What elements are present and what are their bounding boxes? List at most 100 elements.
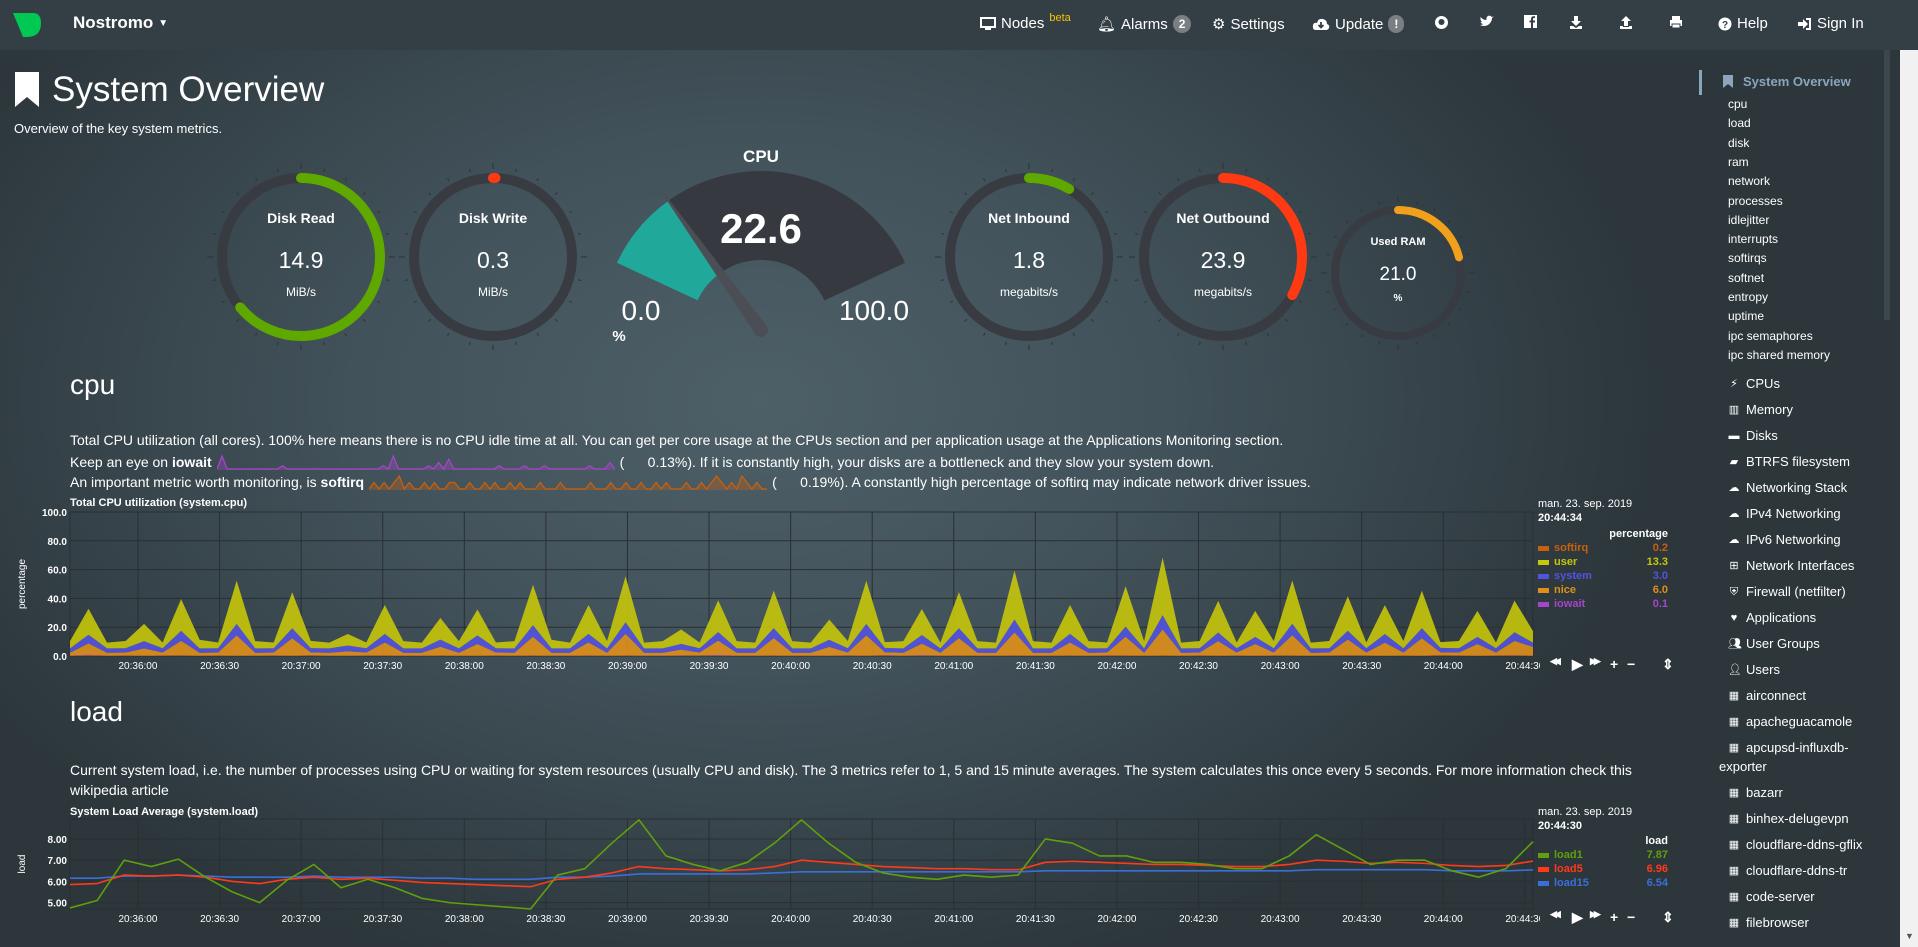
upload-button[interactable] xyxy=(1619,15,1633,29)
sidebar-item-cpus[interactable]: ⚡︎ CPUs xyxy=(1728,376,1780,391)
rewind-icon[interactable]: ◀◀ xyxy=(1550,656,1561,666)
sidebar-item-code-server[interactable]: ▦ code-server xyxy=(1728,889,1815,904)
download-button[interactable] xyxy=(1569,15,1583,29)
sidebar-subitem-load[interactable]: load xyxy=(1728,116,1751,131)
sidebar-item-disks[interactable]: ▬ Disks xyxy=(1728,428,1778,443)
gauge-tick xyxy=(221,300,226,303)
netdata-logo-icon[interactable] xyxy=(11,11,43,39)
gauge-tick xyxy=(1298,211,1303,214)
x-tick-label: 20:36:00 xyxy=(119,914,158,925)
sidebar-item-label: apacheguacamole xyxy=(1746,714,1853,729)
x-tick-label: 20:40:00 xyxy=(771,661,810,672)
sidebar-item-cloudflare-ddns-tr[interactable]: ▦ cloudflare-ddns-tr xyxy=(1728,863,1847,878)
print-button[interactable] xyxy=(1669,15,1683,29)
facebook-button[interactable] xyxy=(1524,15,1537,28)
legend-item-system[interactable]: system 3.0 xyxy=(1538,570,1668,583)
sidebar-subitem-disk[interactable]: disk xyxy=(1728,135,1750,150)
gauge-tick xyxy=(447,332,450,337)
legend-name: system xyxy=(1554,570,1592,582)
resize-icon[interactable]: ⇕ xyxy=(1662,909,1674,925)
legend-item-load15[interactable]: load15 6.54 xyxy=(1538,877,1668,890)
sidebar-item-applications[interactable]: ♥ Applications xyxy=(1728,610,1816,625)
legend-item-softirq[interactable]: softirq 0.2 xyxy=(1538,542,1668,555)
sidebar-item-btrfs-filesystem[interactable]: ▰ BTRFS filesystem xyxy=(1728,454,1850,469)
sidebar-item-users[interactable]: 👤︎ Users xyxy=(1728,662,1780,677)
legend-item-nice[interactable]: nice 6.0 xyxy=(1538,584,1668,597)
alarms-button[interactable]: 🔔︎ Alarms 2 xyxy=(1097,15,1192,33)
scroll-down-icon[interactable]: ▼ xyxy=(1905,931,1914,941)
sidebar-subitem-cpu[interactable]: cpu xyxy=(1728,97,1748,111)
hdd-icon: ▬ xyxy=(1728,429,1740,442)
sidebar-item-ipv6-networking[interactable]: ☁ IPv6 Networking xyxy=(1728,532,1841,547)
host-menu[interactable]: Nostromo ▼ xyxy=(73,13,168,33)
sidebar-item-apacheguacamole[interactable]: ▦ apacheguacamole xyxy=(1728,714,1852,729)
page-scrollbar[interactable]: ▼ xyxy=(1900,50,1918,947)
play-icon[interactable]: ▶ xyxy=(1572,656,1583,672)
help-button[interactable]: ? Help xyxy=(1718,15,1768,32)
zoom-in-icon[interactable]: + xyxy=(1610,909,1618,925)
gauge-tick xyxy=(1447,322,1451,326)
load-chart[interactable]: 20:36:00 20:36:30 20:37:00 20:37:30 20:38:00… xyxy=(0,810,1540,947)
sidebar-item-user-groups[interactable]: 👥︎ User Groups xyxy=(1728,636,1820,651)
sidebar-subitem-ram[interactable]: ram xyxy=(1728,154,1749,169)
sidebar-subitem-softnet[interactable]: softnet xyxy=(1728,270,1765,285)
play-icon[interactable]: ▶ xyxy=(1572,909,1583,925)
legend-value: 6.54 xyxy=(1646,877,1668,889)
gauge-tick xyxy=(413,300,418,303)
sidebar-subitem-processes[interactable]: processes xyxy=(1728,193,1783,208)
resize-icon[interactable]: ⇕ xyxy=(1662,656,1674,672)
th-icon: ▦ xyxy=(1728,916,1740,929)
wikipedia-link[interactable]: wikipedia article xyxy=(70,782,169,798)
sidebar-subitem-uptime[interactable]: uptime xyxy=(1728,309,1765,324)
gauge-tick xyxy=(1433,208,1436,212)
zoom-out-icon[interactable]: − xyxy=(1627,909,1635,925)
sidebar-header-system-overview[interactable]: System Overview xyxy=(1743,74,1851,89)
legend-item-load1[interactable]: load1 7.87 xyxy=(1538,849,1668,862)
sidebar-item-apcupsd-influxdb[interactable]: ▦ apcupsd-influxdb- xyxy=(1728,740,1849,755)
x-tick-label: 20:41:30 xyxy=(1016,661,1055,672)
sidebar-item-label-continued[interactable]: exporter xyxy=(1719,759,1767,774)
sidebar-subitem-network[interactable]: network xyxy=(1728,174,1771,189)
sidebar-scrollbar[interactable] xyxy=(1884,50,1890,320)
twitter-button[interactable] xyxy=(1479,15,1494,28)
sidebar-item-label: Disks xyxy=(1746,428,1778,443)
x-tick-label: 20:36:00 xyxy=(119,661,158,672)
legend-item-user[interactable]: user 13.3 xyxy=(1538,556,1668,569)
cpu-gauge xyxy=(616,170,906,337)
nodes-button[interactable]: Nodes beta xyxy=(980,12,1071,32)
rewind-icon[interactable]: ◀◀ xyxy=(1550,909,1561,919)
gauge-tick xyxy=(1326,253,1330,256)
cpu-chart[interactable]: 20:36:00 20:36:30 20:37:00 20:37:30 20:38:00… xyxy=(0,500,1540,680)
update-button[interactable]: Update! xyxy=(1312,15,1405,33)
sidebar-item-cloudflare-ddns-gflix[interactable]: ▦ cloudflare-ddns-gflix xyxy=(1728,837,1863,852)
sidebar-item-binhex-delugevpn[interactable]: ▦ binhex-delugevpn xyxy=(1728,811,1849,826)
gauge-tick xyxy=(447,177,450,182)
x-tick-label: 20:43:30 xyxy=(1342,914,1381,925)
sidebar-item-networking-stack[interactable]: ☁ Networking Stack xyxy=(1728,480,1848,495)
github-button[interactable] xyxy=(1434,15,1449,30)
zoom-in-icon[interactable]: + xyxy=(1610,656,1618,672)
sidebar-item-ipv4-networking[interactable]: ☁ IPv4 Networking xyxy=(1728,506,1841,521)
legend-item-load5[interactable]: load5 6.96 xyxy=(1538,863,1668,876)
fast-forward-icon[interactable]: ▶▶ xyxy=(1590,909,1601,919)
zoom-out-icon[interactable]: − xyxy=(1627,656,1635,672)
sidebar-item-memory[interactable]: ▥ Memory xyxy=(1728,402,1793,417)
sidebar-item-airconnect[interactable]: ▦ airconnect xyxy=(1728,688,1806,703)
sidebar-item-filebrowser[interactable]: ▦ filebrowser xyxy=(1728,915,1809,930)
sidebar-item-firewall-netfilter[interactable]: ⛨ Firewall (netfilter) xyxy=(1728,584,1846,599)
gauge-fill-arc xyxy=(235,173,385,341)
sidebar-subitem-ipc-shared-memory[interactable]: ipc shared memory xyxy=(1728,347,1831,362)
sidebar-subitem-idlejitter[interactable]: idlejitter xyxy=(1728,212,1770,227)
sidebar-item-network-interfaces[interactable]: ⊞ Network Interfaces xyxy=(1728,558,1854,573)
sidebar-item-bazarr[interactable]: ▦ bazarr xyxy=(1728,785,1783,800)
legend-item-iowait[interactable]: iowait 0.1 xyxy=(1538,598,1668,611)
sidebar-subitem-softirqs[interactable]: softirqs xyxy=(1728,251,1767,266)
settings-button[interactable]: ⚙ Settings xyxy=(1212,15,1285,34)
sign-in-button[interactable]: Sign In xyxy=(1797,15,1864,32)
sidebar-subitem-entropy[interactable]: entropy xyxy=(1728,290,1769,304)
help-label: Help xyxy=(1737,15,1768,32)
fast-forward-icon[interactable]: ▶▶ xyxy=(1590,656,1601,666)
gauge-net-inbound xyxy=(935,163,1123,350)
sidebar-subitem-ipc-semaphores[interactable]: ipc semaphores xyxy=(1728,328,1813,343)
sidebar-subitem-interrupts[interactable]: interrupts xyxy=(1728,232,1779,247)
